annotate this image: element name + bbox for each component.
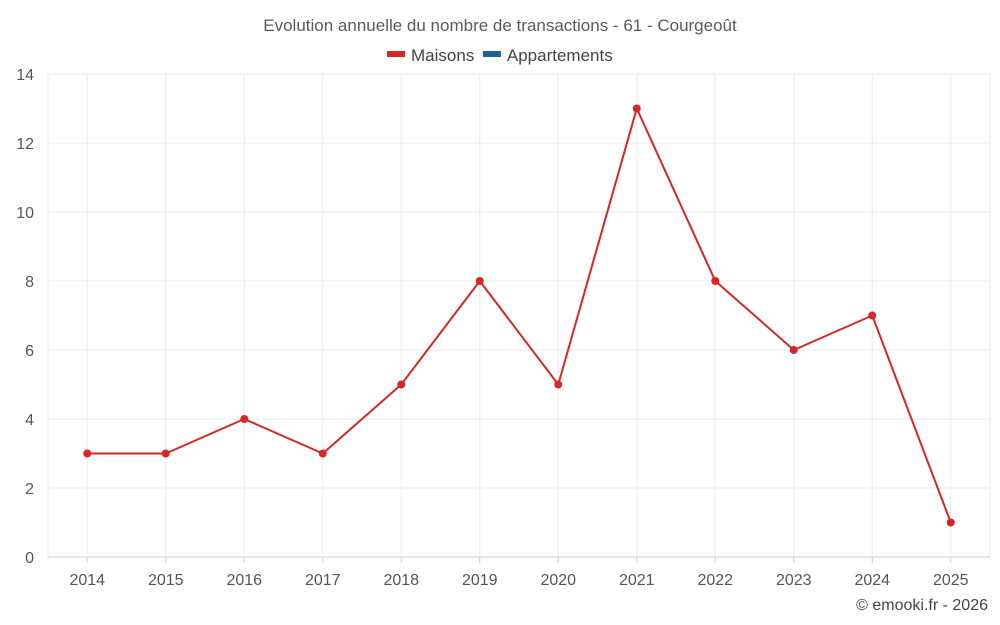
y-tick-label: 10: [16, 205, 34, 222]
x-tick-label: 2021: [619, 572, 655, 589]
data-point[interactable]: [632, 104, 641, 113]
y-tick-label: 2: [25, 481, 34, 498]
legend-swatch: [387, 51, 406, 57]
legend-swatch: [482, 51, 501, 57]
legend-item-appartements[interactable]: Appartements: [482, 46, 613, 65]
y-tick-label: 12: [16, 136, 34, 153]
x-tick-label: 2025: [933, 572, 969, 589]
data-point[interactable]: [161, 449, 170, 458]
y-tick-label: 0: [25, 550, 34, 567]
legend-label: Appartements: [507, 46, 613, 65]
data-point[interactable]: [83, 449, 92, 458]
legend: Maisons Appartements: [387, 46, 613, 65]
series: [83, 104, 955, 527]
x-tick-label: 2023: [776, 572, 812, 589]
x-tick-label: 2015: [148, 572, 184, 589]
credit-text: © emooki.fr - 2026: [856, 597, 988, 614]
y-tick-label: 8: [25, 274, 34, 291]
x-tick-label: 2020: [540, 572, 576, 589]
y-tick-label: 14: [16, 67, 34, 84]
legend-label: Maisons: [411, 46, 474, 65]
x-axis-ticks: 2014 2015 2016 2017 2018 2019 2020 2021 2022 2023…: [69, 557, 969, 589]
x-tick-label: 2019: [462, 572, 498, 589]
data-point[interactable]: [554, 380, 563, 389]
x-tick-label: 2018: [383, 572, 419, 589]
data-point[interactable]: [711, 277, 720, 285]
grid: [47, 73, 991, 558]
series-line-maisons: [87, 107, 952, 523]
data-point[interactable]: [868, 311, 877, 320]
y-tick-label: 6: [25, 343, 34, 360]
x-tick-label: 2024: [854, 572, 890, 589]
data-point[interactable]: [789, 346, 798, 354]
y-tick-label: 4: [25, 412, 34, 429]
x-tick-label: 2014: [69, 572, 105, 589]
data-point[interactable]: [946, 518, 955, 527]
data-point[interactable]: [240, 415, 249, 423]
chart-title: Evolution annuelle du nombre de transact…: [263, 16, 737, 35]
data-point[interactable]: [397, 380, 406, 389]
x-tick-label: 2016: [226, 572, 262, 589]
x-tick-label: 2017: [305, 572, 341, 589]
data-point[interactable]: [475, 277, 484, 285]
x-tick-label: 2022: [697, 572, 733, 589]
legend-item-maisons[interactable]: Maisons: [387, 46, 474, 65]
y-axis-ticks: 0 2 4 6 8 10 12 14: [16, 67, 34, 567]
data-point[interactable]: [318, 449, 327, 458]
